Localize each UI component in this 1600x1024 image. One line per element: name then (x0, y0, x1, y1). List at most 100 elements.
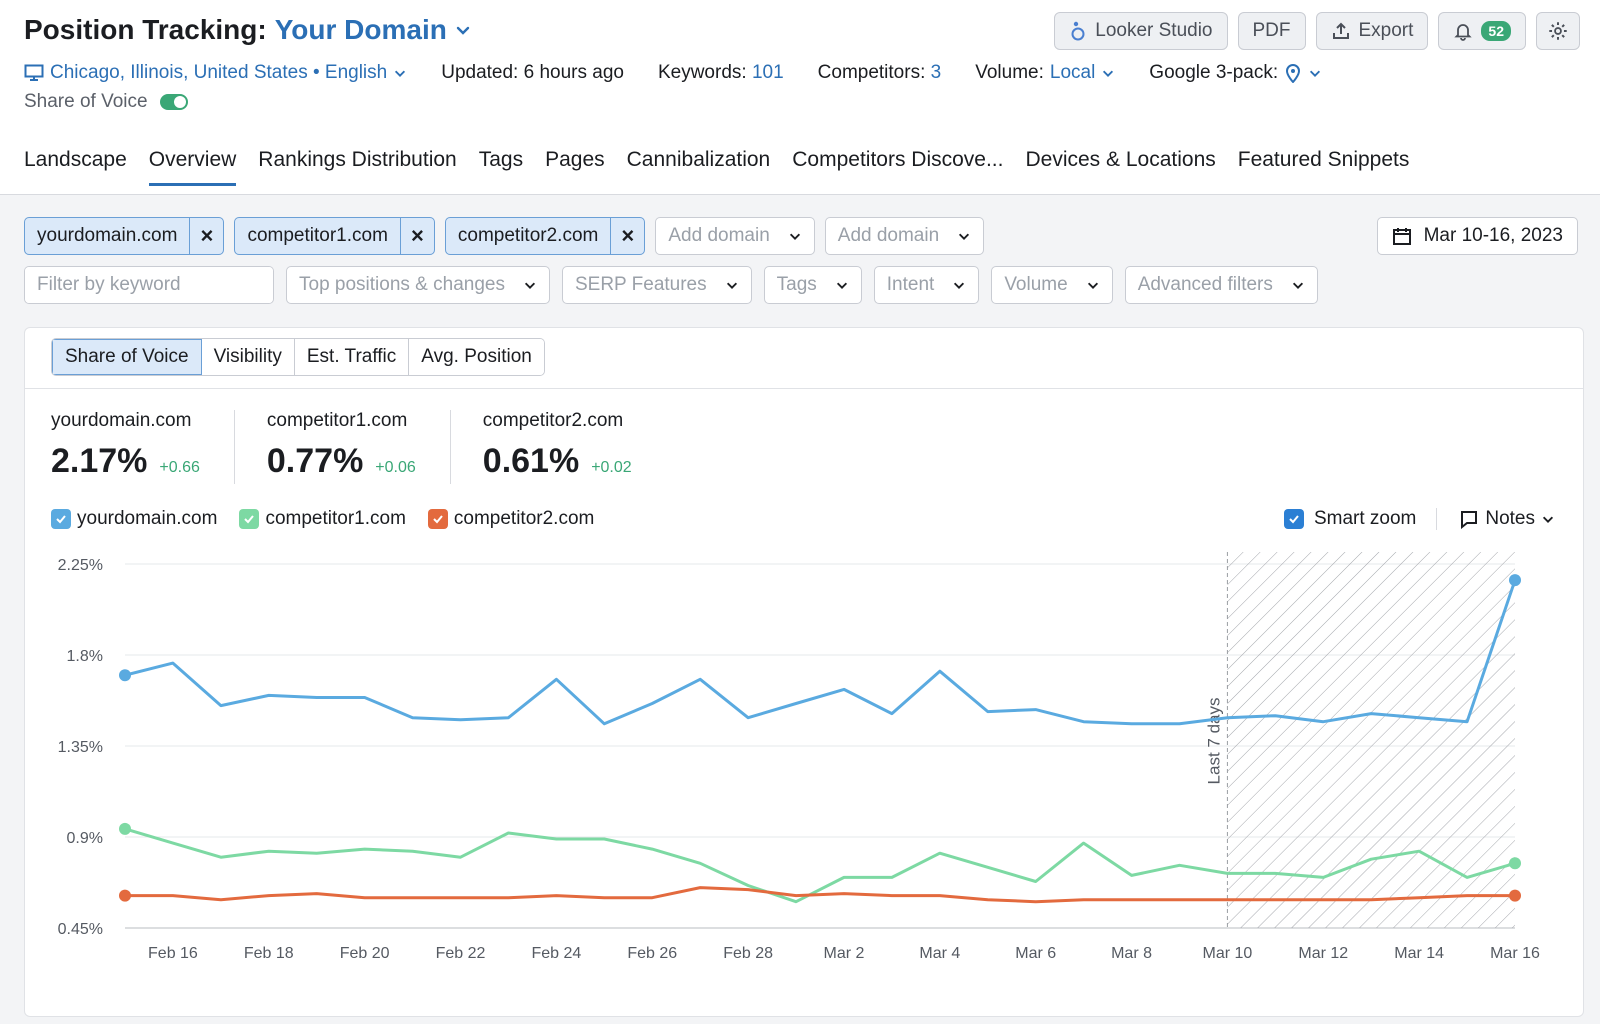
add-domain-dropdown[interactable]: Add domain (655, 217, 815, 255)
export-label: Export (1358, 20, 1414, 41)
date-range-picker[interactable]: Mar 10-16, 2023 (1376, 217, 1578, 255)
title-label: Position Tracking: (24, 14, 267, 45)
notes-dropdown[interactable]: Notes (1437, 508, 1555, 530)
pack-label: Google 3-pack: (1149, 62, 1279, 83)
domain-chips: yourdomain.com × competitor1.com × competi… (24, 217, 985, 255)
advanced-filters[interactable]: Advanced filters (1124, 266, 1318, 304)
share-of-voice-toggle[interactable] (159, 94, 188, 110)
stat-value: 2.17% (51, 442, 148, 480)
chart-legend: yourdomain.com competitor1.com competito… (51, 508, 594, 530)
top-positions-filter[interactable]: Top positions & changes (286, 266, 550, 304)
tags-filter[interactable]: Tags (763, 266, 862, 304)
series-start-point (119, 669, 131, 682)
location-selector[interactable]: Chicago, Illinois, United States • Engli… (24, 62, 407, 84)
notifications-button[interactable]: 52 (1438, 12, 1526, 50)
add-domain-label: Add domain (837, 225, 940, 246)
looker-icon (1071, 21, 1085, 41)
notifications-badge: 52 (1481, 21, 1511, 41)
share-of-voice-chart: 2.25% 1.8% 1.35% 0.9% 0.45% Last 7 days Feb … (58, 552, 1540, 962)
project-selector[interactable]: Your Domain (274, 14, 447, 45)
tab-devices-locations[interactable]: Devices & Locations (1025, 148, 1216, 171)
tab-overview[interactable]: Overview (148, 148, 236, 186)
series-line (124, 827, 1516, 904)
volume-value: Local (1049, 62, 1096, 83)
checkbox-icon[interactable] (51, 509, 71, 529)
keyword-filter-input[interactable] (25, 267, 273, 303)
domain-chip: competitor1.com × (234, 217, 435, 255)
chevron-down-icon (395, 70, 406, 77)
note-icon (1461, 511, 1478, 529)
x-tick-label: Mar 8 (1111, 945, 1152, 962)
settings-button[interactable] (1536, 12, 1580, 50)
share-of-voice-row: Share of Voice (24, 91, 188, 113)
metric-tab-est-traffic[interactable]: Est. Traffic (294, 339, 410, 375)
looker-studio-button[interactable]: Looker Studio (1054, 12, 1228, 50)
tab-tags[interactable]: Tags (478, 148, 524, 171)
metric-tab-share-of-voice[interactable]: Share of Voice (52, 339, 202, 375)
chart-controls: Smart zoom Notes (1283, 508, 1555, 530)
smart-zoom-toggle[interactable]: Smart zoom (1283, 508, 1438, 530)
add-domain-label: Add domain (668, 225, 770, 246)
checkbox-icon[interactable] (427, 509, 448, 529)
tab-landscape[interactable]: Landscape (24, 148, 127, 171)
tab-competitors-discovery[interactable]: Competitors Discove... (792, 148, 1004, 171)
remove-domain-button[interactable]: × (399, 218, 434, 254)
chevron-down-icon (1542, 516, 1554, 523)
monitor-icon (24, 64, 44, 81)
tab-cannibalization[interactable]: Cannibalization (626, 148, 771, 171)
remove-domain-button[interactable]: × (610, 218, 644, 254)
chevron-down-icon (959, 233, 970, 240)
google-3-pack-selector[interactable]: Google 3-pack: (1149, 62, 1322, 84)
stat-name: yourdomain.com (51, 410, 192, 431)
checkbox-icon[interactable] (1283, 509, 1304, 529)
metric-tab-visibility[interactable]: Visibility (201, 339, 295, 375)
location-label: Chicago, Illinois, United States • Engli… (50, 62, 388, 83)
y-tick-label: 2.25% (58, 557, 103, 574)
x-tick-label: Mar 12 (1298, 945, 1348, 962)
chevron-down-icon[interactable] (455, 22, 471, 38)
volume-filter[interactable]: Volume (991, 266, 1113, 304)
add-domain-dropdown[interactable]: Add domain (824, 217, 985, 255)
tab-featured-snippets[interactable]: Featured Snippets (1237, 148, 1410, 171)
divider (25, 388, 1583, 389)
chevron-down-icon (1103, 70, 1114, 77)
volume-selector[interactable]: Volume: Local (975, 62, 1115, 84)
tab-pages[interactable]: Pages (545, 148, 605, 171)
x-tick-label: Mar 10 (1203, 945, 1253, 962)
stat-value: 0.61% (482, 442, 580, 480)
series-start-point (119, 889, 131, 902)
stat-competitor2: competitor2.com 0.61% +0.02 (483, 410, 666, 484)
domain-chip: competitor2.com × (444, 217, 646, 255)
competitors-value[interactable]: 3 (930, 62, 942, 83)
top-panel: Position Tracking: Your Domain Looker St… (0, 0, 1600, 195)
checkbox-icon[interactable] (239, 509, 260, 529)
legend-label: competitor2.com (453, 508, 595, 529)
meta-row: Chicago, Illinois, United States • Engli… (24, 62, 1322, 84)
export-button[interactable]: Export (1315, 12, 1429, 50)
x-tick-label: Mar 4 (919, 945, 960, 962)
chevron-down-icon (1310, 70, 1321, 77)
pdf-button[interactable]: PDF (1237, 12, 1306, 50)
x-tick-label: Mar 14 (1394, 945, 1444, 962)
stat-value-row: 0.61% +0.02 (483, 442, 632, 481)
legend-item-competitor1[interactable]: competitor1.com (239, 508, 406, 530)
volume-label: Volume: (975, 62, 1044, 83)
keywords-value[interactable]: 101 (751, 62, 784, 83)
last-7-days-region: Last 7 days (1204, 552, 1515, 928)
last-7-days-label: Last 7 days (1204, 698, 1223, 785)
date-range-label: Mar 10-16, 2023 (1423, 225, 1563, 246)
serp-features-filter[interactable]: SERP Features (561, 266, 752, 304)
notes-label: Notes (1485, 508, 1535, 529)
top-positions-label: Top positions & changes (299, 274, 505, 295)
legend-item-competitor2[interactable]: competitor2.com (427, 508, 595, 530)
legend-item-yourdomain[interactable]: yourdomain.com (51, 508, 217, 530)
intent-filter[interactable]: Intent (873, 266, 980, 304)
x-tick-label: Feb 22 (436, 945, 486, 962)
stat-competitor1: competitor1.com 0.77% +0.06 (267, 410, 451, 484)
remove-domain-button[interactable]: × (189, 218, 223, 254)
metric-tab-avg-position[interactable]: Avg. Position (409, 339, 544, 375)
tab-rankings-distribution[interactable]: Rankings Distribution (258, 148, 457, 171)
series-line (125, 886, 1515, 904)
x-tick-label: Feb 26 (627, 945, 677, 962)
pdf-label: PDF (1252, 20, 1291, 41)
